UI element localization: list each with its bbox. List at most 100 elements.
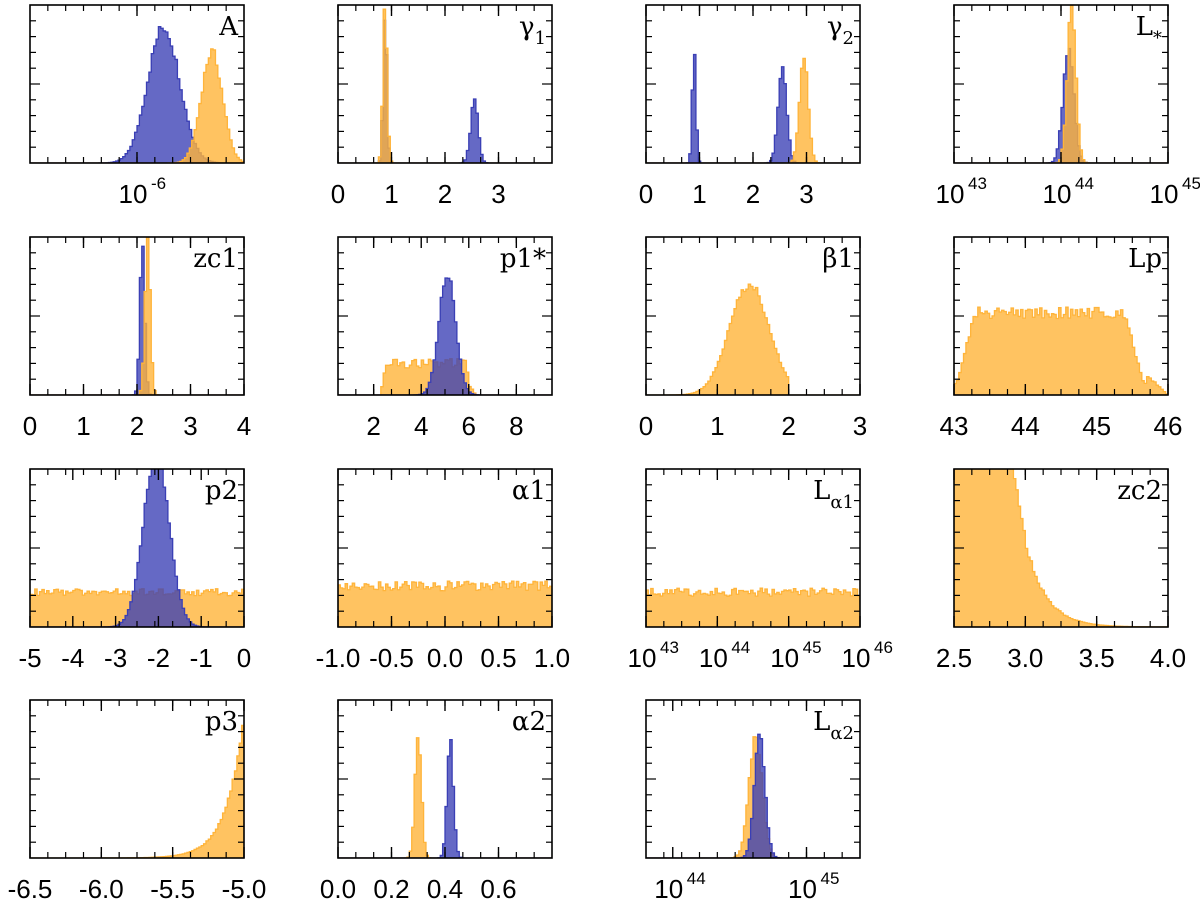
x-tick-label: 3 <box>491 179 505 209</box>
series-blue <box>338 277 552 395</box>
panel-label: Lp <box>1128 244 1162 274</box>
x-tick-label: 46 <box>1154 411 1183 441</box>
x-tick-label: 4.0 <box>1150 643 1186 673</box>
x-tick-exponent: 43 <box>660 638 679 657</box>
panel-1: 10 -6 A <box>29 4 245 209</box>
x-tick-label: 10 <box>936 179 965 209</box>
panel-3: 0 1 2 3 γ2 <box>639 4 861 209</box>
panel-label: γ1 <box>519 12 546 49</box>
x-tick-label: 3.5 <box>1079 643 1115 673</box>
x-tick-label: 6 <box>462 411 476 441</box>
x-tick-label: -4 <box>61 643 84 673</box>
series-orange <box>646 57 860 163</box>
x-tick-label: 3.0 <box>1007 643 1043 673</box>
x-tick-label: 0 <box>237 643 251 673</box>
x-tick-label: 0 <box>639 179 653 209</box>
x-tick-label: 10 <box>842 643 871 673</box>
x-tick-label: 0.0 <box>320 874 356 904</box>
x-tick-label: 2 <box>130 411 144 441</box>
x-tick-label: -5 <box>18 643 41 673</box>
panel-label: zc1 <box>193 244 238 274</box>
x-tick-exponent: 45 <box>1182 174 1200 193</box>
x-tick-label: 0 <box>23 411 37 441</box>
series-orange <box>646 283 860 395</box>
series-orange <box>954 5 1168 163</box>
x-tick-label: 3 <box>853 411 867 441</box>
x-tick-label: 0.4 <box>427 874 463 904</box>
x-tick-label: 2 <box>746 179 760 209</box>
series-blue <box>646 733 860 858</box>
panel-7: 0 1 2 3 β1 <box>639 236 867 441</box>
x-tick-label: 3 <box>183 411 197 441</box>
series-blue <box>646 53 860 163</box>
series-orange <box>30 724 244 858</box>
panel-label: β1 <box>822 244 854 274</box>
x-tick-label: 2 <box>781 411 795 441</box>
panel-label: Lα2 <box>813 707 854 744</box>
panel-14: 0.0 0.2 0.4 0.6 α2 <box>320 699 553 904</box>
series-orange <box>30 237 244 395</box>
panel-2: 0 1 2 3 γ1 <box>331 4 553 209</box>
x-tick-label: 44 <box>1011 411 1040 441</box>
series-blue <box>338 739 552 858</box>
panel-label: zc2 <box>1117 476 1162 506</box>
panel-8: 43 44 45 46 Lp <box>940 236 1183 441</box>
x-tick-label: 8 <box>509 411 523 441</box>
x-tick-label: -6.5 <box>8 874 53 904</box>
x-tick-exponent: 46 <box>874 638 893 657</box>
x-tick-label: 0 <box>639 411 653 441</box>
x-tick-exponent: -6 <box>151 174 166 193</box>
x-tick-exponent: 44 <box>731 638 750 657</box>
x-tick-exponent: 45 <box>803 638 822 657</box>
x-tick-label: 2 <box>438 179 452 209</box>
panel-label: p2 <box>205 476 238 506</box>
x-tick-label: 3 <box>799 179 813 209</box>
x-tick-exponent: 43 <box>968 174 987 193</box>
panel-5: 0 1 2 3 4 zc1 <box>23 236 251 441</box>
x-tick-label: 1 <box>76 411 90 441</box>
series-orange <box>646 587 860 627</box>
x-tick-label: 10 <box>699 643 728 673</box>
x-tick-label: 10 <box>1150 179 1179 209</box>
panel-10: -1.0 -0.5 0.0 0.5 1.0 α1 <box>316 468 570 673</box>
x-tick-label: 1 <box>384 179 398 209</box>
x-tick-label: 43 <box>940 411 969 441</box>
series-blue <box>954 47 1168 163</box>
x-tick-label: 0.2 <box>373 874 409 904</box>
x-tick-exponent: 44 <box>687 869 706 888</box>
x-tick-label: 0.6 <box>480 874 516 904</box>
x-tick-label: 0.0 <box>427 643 463 673</box>
x-tick-label: -6.0 <box>79 874 124 904</box>
x-tick-label: 2 <box>366 411 380 441</box>
x-tick-label: 10 <box>628 643 657 673</box>
x-tick-label: 10 <box>1043 179 1072 209</box>
x-tick-label: 10 <box>770 643 799 673</box>
x-tick-exponent: 44 <box>1075 174 1094 193</box>
series-orange <box>338 580 552 627</box>
x-tick-label: 2.5 <box>936 643 972 673</box>
x-tick-label: 1.0 <box>534 643 570 673</box>
panel-13: -6.5 -6.0 -5.5 -5.0 p3 <box>8 699 267 904</box>
x-tick-label: -5.0 <box>222 874 267 904</box>
panel-12: 2.5 3.0 3.5 4.0 zc2 <box>936 468 1186 673</box>
series-blue <box>30 245 244 395</box>
panel-label: L* <box>1136 12 1162 49</box>
x-tick-exponent: 45 <box>821 869 840 888</box>
x-tick-label: 0 <box>331 179 345 209</box>
panel-label: A <box>218 12 239 42</box>
panel-label: γ2 <box>827 12 854 49</box>
panel-label: Lα1 <box>813 476 854 513</box>
panel-4: 10 43 10 44 10 45L* <box>936 4 1200 209</box>
x-tick-label: -1.0 <box>316 643 361 673</box>
x-tick-label: 10 <box>654 874 683 904</box>
x-tick-label: 4 <box>237 411 251 441</box>
x-tick-label: -1 <box>190 643 213 673</box>
x-tick-label: -2 <box>147 643 170 673</box>
panel-label: α2 <box>512 707 546 737</box>
series-orange <box>954 306 1168 395</box>
x-tick-label: 1 <box>692 179 706 209</box>
x-tick-label: -0.5 <box>369 643 414 673</box>
